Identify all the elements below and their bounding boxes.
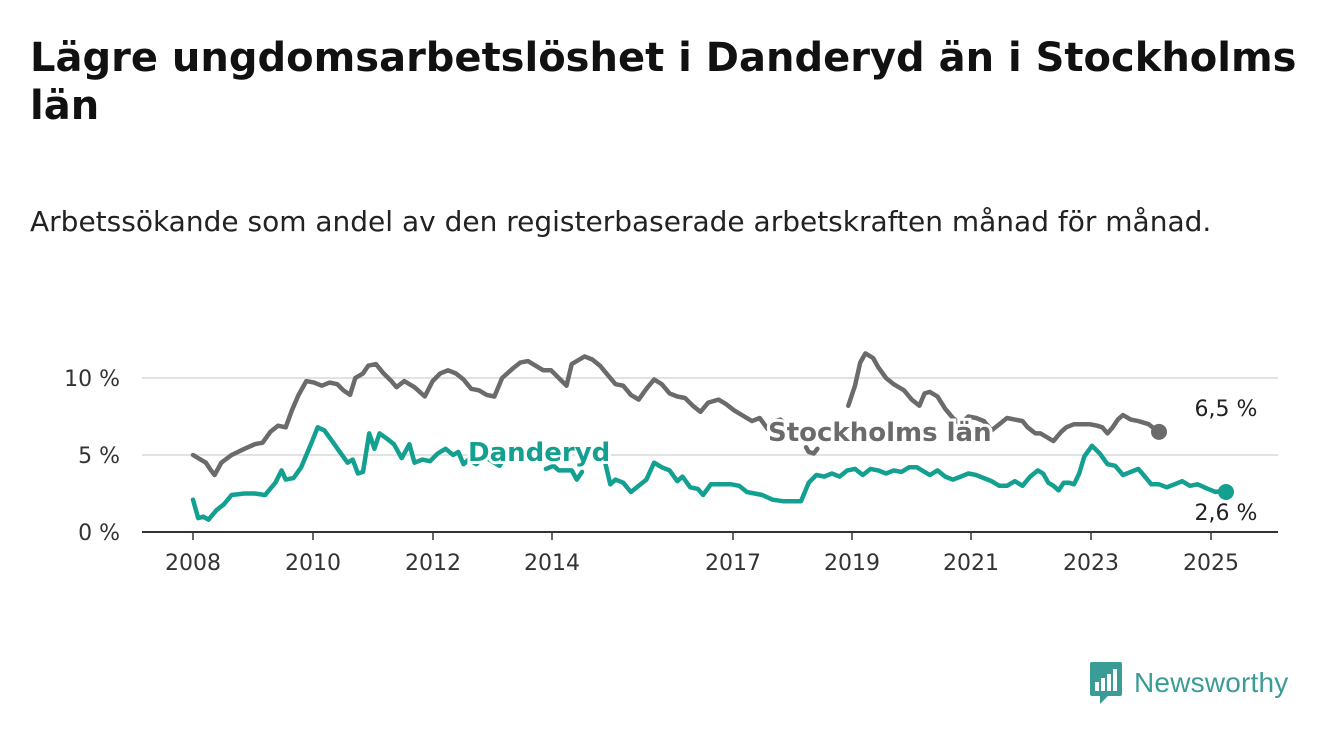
x-tick-label: 2010 bbox=[285, 551, 341, 576]
series-lines bbox=[190, 351, 1234, 522]
newsworthy-logo: Newsworthy bbox=[1088, 660, 1288, 706]
series-line-danderyd bbox=[543, 463, 585, 482]
brand-name: Newsworthy bbox=[1134, 667, 1289, 698]
x-tick-label: 2017 bbox=[705, 551, 761, 576]
series-line-stockholms-lan bbox=[846, 351, 1159, 444]
series-line-stockholms-lan bbox=[190, 354, 835, 478]
series-line-danderyd bbox=[602, 443, 1226, 504]
x-tick-label: 2014 bbox=[524, 551, 580, 576]
x-tick-label: 2008 bbox=[165, 551, 221, 576]
y-tick-label: 10 % bbox=[64, 367, 120, 392]
end-point-danderyd bbox=[1218, 483, 1234, 500]
series-label-danderyd: Danderyd bbox=[468, 438, 610, 468]
end-label-stockholms-lan: 6,5 % bbox=[1195, 397, 1258, 422]
axes: 0 % 5 % 10 % 2008 2010 2012 2014 2017 2019 2021 20… bbox=[64, 367, 1278, 576]
bar-chart-speech-bubble-icon bbox=[1090, 662, 1122, 704]
grid-lines bbox=[142, 377, 1278, 456]
chart-subtitle: Arbetssökande som andel av den registerb… bbox=[30, 205, 1212, 238]
series-labels: 6,5 % 2,6 % Stockholms län Danderyd bbox=[465, 397, 1258, 526]
series-line-stockholms-lan bbox=[803, 445, 820, 456]
x-tick-label: 2025 bbox=[1183, 551, 1239, 576]
end-point-stockholms-lan bbox=[1151, 423, 1168, 440]
x-tick-label: 2019 bbox=[824, 551, 880, 576]
y-tick-label: 0 % bbox=[78, 521, 120, 546]
y-tick-label: 5 % bbox=[78, 444, 120, 469]
series-label-stockholms-lan: Stockholms län bbox=[768, 418, 992, 448]
x-tick-label: 2012 bbox=[405, 551, 461, 576]
end-label-danderyd: 2,6 % bbox=[1195, 501, 1258, 526]
x-tick-label: 2023 bbox=[1063, 551, 1119, 576]
x-tick-label: 2021 bbox=[943, 551, 999, 576]
series-line-danderyd bbox=[190, 425, 510, 522]
chart-title: Lägre ungdomsarbetslöshet i Danderyd än … bbox=[30, 35, 1297, 129]
